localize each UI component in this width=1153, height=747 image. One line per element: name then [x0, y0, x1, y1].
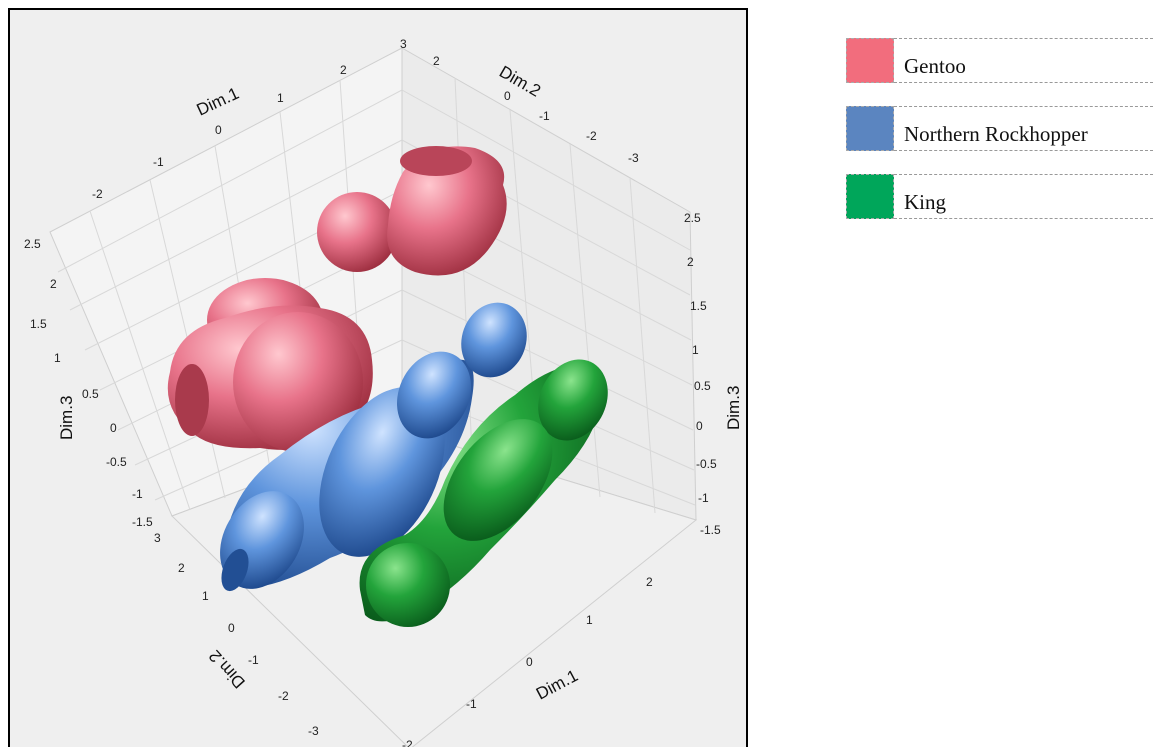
tick-y-bottom: 1	[202, 589, 209, 603]
tick-x-bottom: 2	[646, 575, 653, 589]
tick-z-right: 1	[692, 343, 699, 357]
axis-title-y-bottom: Dim.2	[205, 646, 249, 692]
gentoo-lobe-small	[317, 192, 397, 272]
tick-x-bottom: -1	[466, 697, 477, 711]
legend-item-king[interactable]: King	[846, 174, 1153, 219]
tick-y-bottom: 0	[228, 621, 235, 635]
tick-x-bottom: 1	[586, 613, 593, 627]
tick-z-left: 1	[54, 351, 61, 365]
series-king[interactable]	[359, 348, 621, 627]
tick-z-right: 0.5	[694, 379, 711, 393]
legend-swatch-king	[846, 174, 894, 219]
axis-z-right: 2.5 2 1.5 1 0.5 0 -0.5 -1 -1.5 Dim.3	[684, 211, 743, 537]
legend-swatch-gentoo	[846, 38, 894, 83]
gentoo-lobe-cap	[175, 364, 209, 436]
tick-z-right: -0.5	[696, 457, 717, 471]
tick-y-top: -1	[539, 109, 550, 123]
gentoo-lobe-cylinder	[387, 146, 507, 276]
legend-item-northern-rockhopper[interactable]: Northern Rockhopper	[846, 106, 1153, 151]
tick-z-right: 1.5	[690, 299, 707, 313]
legend-row-box	[894, 174, 1153, 219]
tick-x-top: -2	[92, 187, 103, 201]
tick-y-bottom: -2	[278, 689, 289, 703]
king-lobe-bottom	[366, 543, 450, 627]
tick-x-bottom: 0	[526, 655, 533, 669]
tick-x-bottom: -2	[402, 738, 413, 747]
tick-y-bottom: 3	[154, 531, 161, 545]
plot-3d-scene[interactable]: -2 -1 0 1 2 Dim.1 3 2 0 -1 -2 -3 Dim.2 2…	[8, 8, 748, 747]
legend: Gentoo Northern Rockhopper King	[846, 38, 1153, 242]
tick-y-top: 0	[504, 89, 511, 103]
rockhopper-lobe-upper	[397, 351, 471, 439]
axis-title-x-bottom: Dim.1	[533, 666, 581, 704]
axis-title-x-top: Dim.1	[194, 84, 242, 120]
tick-z-left: -0.5	[106, 455, 127, 469]
tick-x-top: -1	[153, 155, 164, 169]
legend-label-northern-rockhopper: Northern Rockhopper	[904, 122, 1088, 146]
tick-y-top: -2	[586, 129, 597, 143]
tick-y-bottom: -3	[308, 724, 319, 738]
tick-z-left: 1.5	[30, 317, 47, 331]
tick-z-right: 0	[696, 419, 703, 433]
tick-z-right: -1	[698, 491, 709, 505]
tick-x-top: 2	[340, 63, 347, 77]
king-lobe-mid	[443, 419, 553, 541]
gentoo-lobe-front	[233, 312, 363, 452]
tick-z-left: 2	[50, 277, 57, 291]
tick-z-left: 0.5	[82, 387, 99, 401]
gentoo-lobe-top	[400, 146, 472, 176]
rockhopper-cap	[221, 548, 249, 592]
tick-y-bottom: -1	[248, 653, 259, 667]
legend-swatch-northern-rockhopper	[846, 106, 894, 151]
rockhopper-lobe-top	[461, 302, 527, 378]
tick-z-left: -1.5	[132, 515, 153, 529]
axis-title-z-left: Dim.3	[57, 396, 76, 440]
tick-y-top: -3	[628, 151, 639, 165]
series-northern-rockhopper[interactable]	[203, 293, 537, 604]
series-gentoo[interactable]	[167, 146, 507, 452]
legend-row-box	[894, 38, 1153, 83]
tick-z-right: -1.5	[700, 523, 721, 537]
tick-z-left: -1	[132, 487, 143, 501]
isosurface-plot: -2 -1 0 1 2 Dim.1 3 2 0 -1 -2 -3 Dim.2 2…	[24, 37, 743, 747]
tick-z-left: 0	[110, 421, 117, 435]
legend-label-gentoo: Gentoo	[904, 54, 966, 78]
tick-x-top: 0	[215, 123, 222, 137]
axis-z-left: 2.5 2 1.5 1 0.5 0 -0.5 -1 -1.5 Dim.3	[24, 237, 153, 529]
legend-row-box	[894, 106, 1153, 151]
tick-top-corner: 3	[400, 37, 407, 51]
tick-x-top: 1	[277, 91, 284, 105]
king-lobe-top	[538, 359, 608, 441]
tick-y-top: 2	[433, 54, 440, 68]
tick-y-bottom: 2	[178, 561, 185, 575]
axis-title-z-right: Dim.3	[724, 386, 743, 430]
legend-item-gentoo[interactable]: Gentoo	[846, 38, 1153, 83]
legend-label-king: King	[904, 190, 946, 214]
tick-z-right: 2.5	[684, 211, 701, 225]
tick-z-left: 2.5	[24, 237, 41, 251]
tick-z-right: 2	[687, 255, 694, 269]
